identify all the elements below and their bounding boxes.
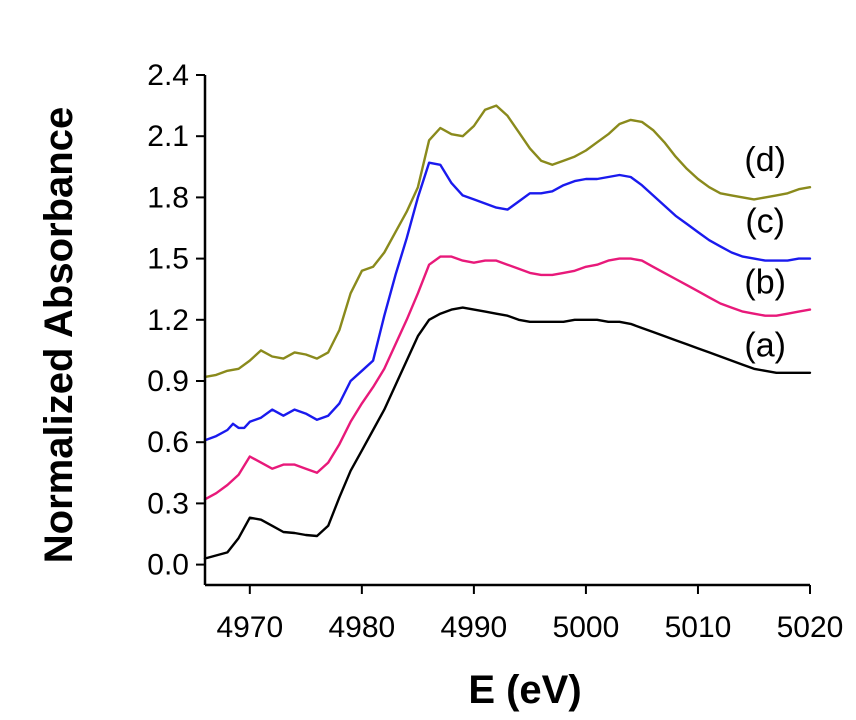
series-line-c (203, 161, 812, 442)
x-tick-label: 4990 (441, 611, 508, 644)
y-tick-label: 0.6 (147, 426, 189, 459)
ticks-layer: 0.0 0.3 0.6 0.9 1.2 1.5 1.8 2.1 2.4 4970 4980 4990 5… (147, 59, 843, 644)
x-tick-label: 5020 (777, 611, 844, 644)
series-label-a: (a) (744, 327, 786, 365)
series-line-d (203, 104, 812, 379)
y-tick-label: 1.5 (147, 243, 189, 276)
series-label-d: (d) (744, 141, 786, 179)
x-tick-label: 5010 (665, 611, 732, 644)
x-tick-label: 4970 (216, 611, 283, 644)
y-tick-label: 0.3 (147, 487, 189, 520)
x-tick-label: 5000 (553, 611, 620, 644)
y-tick-label: 1.2 (147, 304, 189, 337)
series-layer (203, 104, 812, 560)
y-tick-label: 0.0 (147, 549, 189, 582)
y-tick-label: 2.1 (147, 120, 189, 153)
x-tick-label: 4980 (328, 611, 395, 644)
series-line-a (203, 306, 812, 560)
y-axis-title: Normalized Absorbance (37, 107, 81, 563)
y-tick-label: 1.8 (147, 181, 189, 214)
y-tick-label: 2.4 (147, 59, 189, 92)
y-tick-label: 0.9 (147, 365, 189, 398)
series-label-c: (c) (745, 202, 785, 240)
series-line-b (203, 255, 812, 501)
x-axis-title: E (eV) (468, 668, 581, 712)
axes-layer (203, 75, 810, 587)
series-label-layer: (a) (b) (c) (d) (744, 141, 786, 365)
series-label-b: (b) (744, 263, 786, 301)
